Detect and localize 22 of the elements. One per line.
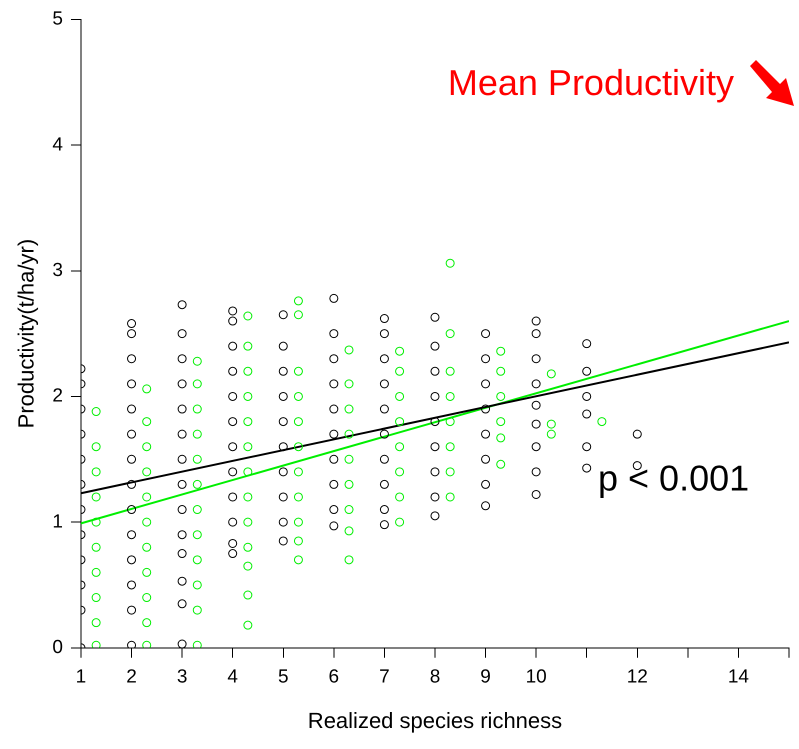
- x-tick-label: 3: [176, 666, 188, 688]
- y-axis-title: Productivity(t/ha/yr): [13, 238, 38, 428]
- y-tick-label: 0: [52, 637, 63, 658]
- x-tick-label: 1: [76, 666, 86, 688]
- x-tick-label: 10: [526, 666, 547, 688]
- x-tick-label: 12: [626, 666, 648, 688]
- x-tick-label: 14: [728, 666, 750, 688]
- y-tick-label: 1: [52, 511, 63, 532]
- y-tick-label: 5: [52, 8, 63, 30]
- annotation: Mean Productivity: [448, 62, 734, 103]
- y-tick-label: 4: [52, 134, 64, 156]
- y-tick-label: 3: [52, 260, 63, 281]
- y-tick-label: 2: [52, 386, 63, 407]
- x-tick-label: 5: [278, 666, 289, 688]
- x-tick-label: 9: [480, 666, 491, 688]
- annotation: p < 0.001: [598, 458, 750, 499]
- x-tick-label: 4: [227, 666, 238, 688]
- x-tick-label: 8: [430, 666, 440, 688]
- x-axis-title: Realized species richness: [308, 708, 562, 733]
- x-tick-label: 2: [126, 666, 137, 688]
- x-tick-label: 7: [379, 666, 390, 688]
- x-tick-label: 6: [328, 666, 340, 688]
